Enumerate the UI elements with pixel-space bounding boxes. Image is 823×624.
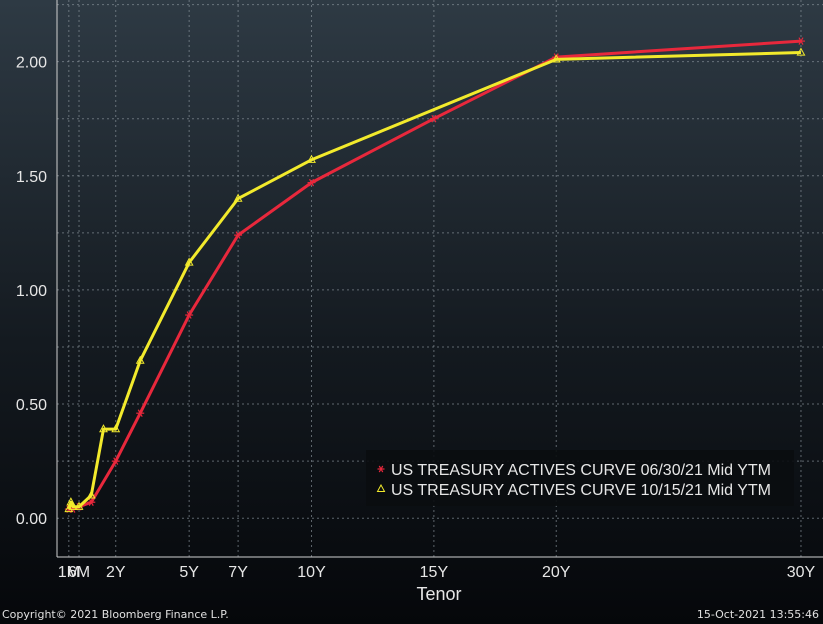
series-2-point (796, 47, 806, 56)
series-2-point (307, 154, 316, 163)
x-tick-label: 10Y (297, 564, 326, 581)
y-tick-label: 0.50 (16, 397, 47, 414)
series-2-point (74, 501, 84, 510)
series-1-point (796, 37, 805, 45)
legend-marker-asterisk (377, 465, 385, 473)
series-1-point (234, 231, 243, 239)
series-1-point (307, 178, 316, 187)
x-tick-label: 1M (58, 564, 80, 581)
copyright-text: Copyright© 2021 Bloomberg Finance L.P. (2, 608, 229, 621)
series-2-point (68, 501, 78, 510)
legend-entry-label: US TREASURY ACTIVES CURVE 06/30/21 Mid Y… (391, 462, 771, 479)
series-2-point (551, 54, 561, 63)
legend-marker-triangle (376, 483, 386, 492)
y-tick-label: 0.00 (16, 511, 47, 528)
series-2-point (86, 490, 96, 499)
series-2-point (111, 424, 121, 433)
timestamp-text: 15-Oct-2021 13:55:46 (696, 608, 819, 621)
legend-box (366, 450, 794, 506)
x-tick-label: 20Y (542, 564, 571, 581)
series-1-point (87, 498, 96, 506)
x-tick-label: 7Y (228, 564, 248, 581)
x-axis-title: Tenor (416, 584, 461, 604)
series-2-point (135, 355, 145, 364)
x-tick-label: 15Y (420, 564, 449, 581)
x-tick-label: 5Y (179, 564, 199, 581)
x-tick-label: 2Y (106, 564, 126, 581)
series-1-point (429, 114, 438, 123)
series-2-point (66, 497, 76, 506)
series-1-point (185, 311, 194, 319)
y-tick-label: 1.50 (16, 169, 47, 186)
x-tick-label: 30Y (787, 564, 816, 581)
series-1-point (111, 457, 120, 465)
series-2-point (233, 193, 243, 202)
legend-entry-label: US TREASURY ACTIVES CURVE 10/15/21 Mid Y… (391, 482, 771, 499)
y-tick-label: 1.00 (16, 283, 47, 300)
y-tick-label: 2.00 (16, 55, 47, 72)
series-1-point (136, 409, 145, 417)
legend: US TREASURY ACTIVES CURVE 06/30/21 Mid Y… (366, 450, 794, 506)
x-tick-label: 6M (68, 564, 90, 581)
series-line-1 (68, 39, 802, 511)
series-line-2 (67, 51, 802, 510)
series-layer (64, 37, 806, 513)
series-2-point (99, 424, 108, 433)
series-2-point (64, 504, 74, 513)
series-2-point (184, 257, 194, 266)
